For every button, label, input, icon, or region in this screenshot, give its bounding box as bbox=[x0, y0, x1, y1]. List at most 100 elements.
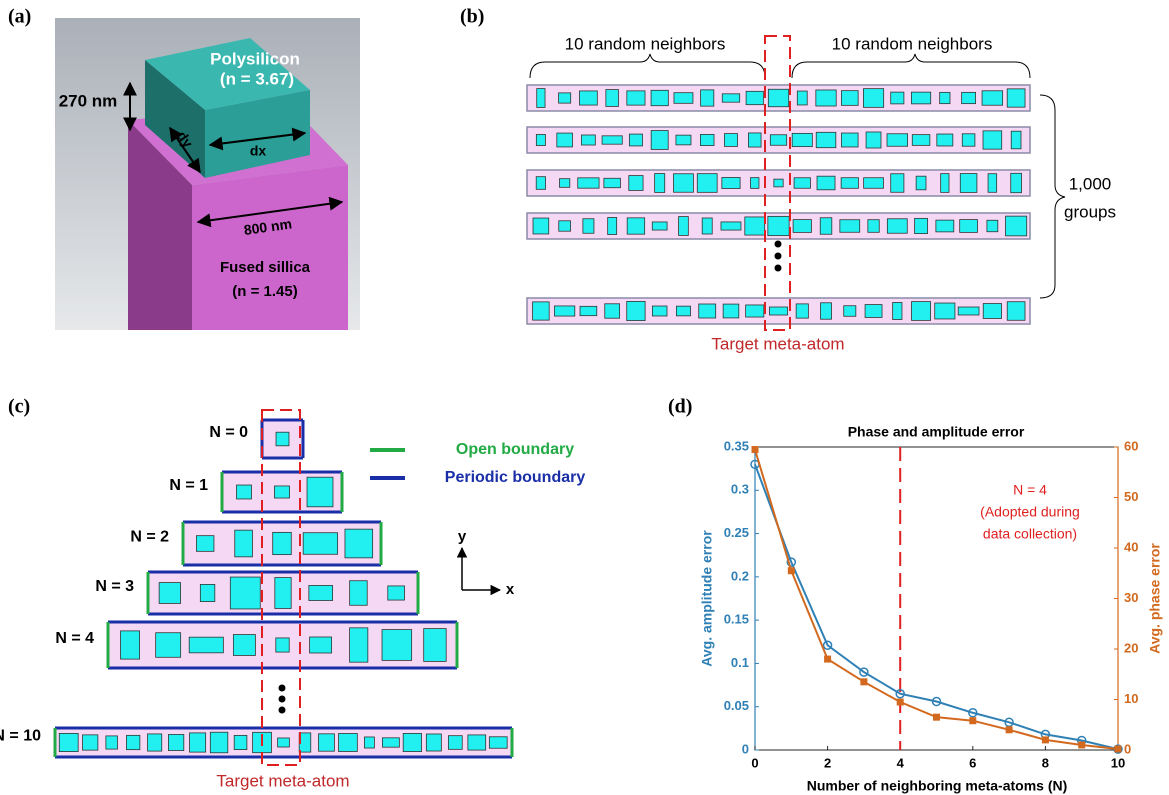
meta-atom bbox=[388, 586, 405, 600]
meta-atom bbox=[559, 93, 571, 103]
meta-atom bbox=[723, 304, 739, 318]
meta-atom bbox=[276, 432, 289, 446]
figure: (a) Polysilicon (n = 3.67) 270 nm dy dx … bbox=[0, 0, 1169, 795]
meta-atom bbox=[891, 174, 904, 193]
marker bbox=[1042, 736, 1049, 743]
meta-atom bbox=[817, 176, 835, 190]
meta-atom bbox=[841, 133, 858, 147]
meta-atom bbox=[987, 220, 998, 231]
meta-atom bbox=[887, 219, 907, 233]
meta-atom bbox=[276, 638, 289, 652]
meta-atom bbox=[148, 734, 162, 751]
meta-atom bbox=[863, 89, 883, 108]
meta-atom bbox=[841, 178, 858, 189]
bracket-label: 10 random neighbors bbox=[565, 34, 726, 53]
meta-atom bbox=[674, 174, 694, 192]
meta-atom bbox=[533, 218, 549, 234]
marker bbox=[969, 717, 976, 724]
y-axis-label: Avg. amplitude error bbox=[699, 530, 715, 667]
meta-atom bbox=[983, 131, 1002, 149]
meta-atom bbox=[604, 178, 621, 187]
meta-atom bbox=[1006, 216, 1027, 236]
meta-atom bbox=[700, 134, 714, 145]
meta-atom bbox=[793, 220, 811, 233]
meta-atom bbox=[746, 91, 763, 104]
x-tick-label: 2 bbox=[824, 755, 831, 770]
meta-atom bbox=[912, 135, 930, 146]
meta-atom bbox=[769, 307, 787, 315]
meta-atom bbox=[816, 132, 836, 147]
meta-atom bbox=[200, 584, 214, 601]
ellipsis-dot bbox=[775, 253, 782, 260]
meta-atom bbox=[274, 486, 289, 498]
meta-atom bbox=[350, 581, 368, 606]
meta-atom bbox=[844, 306, 856, 317]
meta-atom bbox=[797, 91, 807, 105]
meta-atom bbox=[578, 178, 599, 188]
meta-atom bbox=[679, 217, 689, 236]
meta-atom bbox=[273, 532, 292, 554]
meta-atom bbox=[912, 302, 931, 321]
meta-atom bbox=[234, 735, 247, 749]
annotation: (Adopted during bbox=[980, 504, 1080, 520]
meta-atom bbox=[722, 94, 739, 102]
panel-d: (d) Phase and amplitude error Number of … bbox=[668, 396, 1163, 794]
substrate-label: Fused sillica bbox=[220, 259, 311, 276]
meta-atom bbox=[941, 174, 949, 193]
meta-atom bbox=[792, 133, 812, 146]
meta-atom bbox=[962, 92, 976, 103]
meta-atom bbox=[303, 533, 337, 555]
meta-atom bbox=[557, 133, 573, 147]
x-axis-label: Number of neighboring meta-atoms (N) bbox=[807, 778, 1068, 794]
bracket bbox=[530, 54, 765, 78]
meta-atom bbox=[448, 736, 462, 750]
meta-atom bbox=[745, 217, 765, 235]
x-tick-label: 8 bbox=[1042, 755, 1049, 770]
meta-atom bbox=[319, 734, 335, 751]
brace bbox=[1040, 95, 1065, 298]
meta-atom bbox=[559, 179, 569, 188]
meta-atom bbox=[676, 135, 691, 145]
row-label: N = 2 bbox=[130, 529, 169, 546]
panel-label: (a) bbox=[8, 6, 31, 28]
y2-axis-label: Avg. phase error bbox=[1147, 543, 1163, 654]
meta-atom bbox=[651, 131, 668, 150]
meta-atom bbox=[916, 176, 926, 190]
meta-atom bbox=[721, 222, 741, 230]
ellipsis-dot bbox=[279, 696, 286, 703]
meta-atom bbox=[794, 178, 810, 188]
y-tick-label: 0 bbox=[742, 741, 749, 756]
y2-tick-label: 10 bbox=[1124, 691, 1138, 706]
meta-atom bbox=[403, 733, 421, 751]
marker bbox=[897, 699, 904, 706]
meta-atom bbox=[350, 628, 368, 662]
plot-frame bbox=[755, 447, 1118, 750]
meta-atom bbox=[652, 222, 667, 230]
row-label: N = 1 bbox=[169, 477, 208, 494]
marker bbox=[788, 567, 795, 574]
meta-atom bbox=[59, 733, 78, 751]
meta-atom bbox=[583, 219, 594, 234]
y-tick-label: 0.35 bbox=[724, 438, 749, 453]
ellipsis-dot bbox=[775, 265, 782, 272]
meta-atom bbox=[554, 306, 574, 316]
meta-atom bbox=[190, 733, 206, 752]
meta-atom bbox=[768, 216, 789, 235]
meta-atom bbox=[275, 578, 291, 609]
meta-atom bbox=[988, 174, 997, 193]
meta-atom bbox=[960, 220, 978, 233]
meta-atom bbox=[426, 734, 441, 751]
x-tick-label: 0 bbox=[751, 755, 758, 770]
meta-atom bbox=[770, 135, 786, 146]
meta-atom bbox=[159, 583, 180, 604]
ellipsis-dot bbox=[775, 241, 782, 248]
marker bbox=[1006, 726, 1013, 733]
index-label: (n = 3.67) bbox=[220, 69, 294, 88]
row-label: N = 0 bbox=[209, 424, 248, 441]
y-tick-label: 0.2 bbox=[731, 568, 749, 583]
meta-atom bbox=[935, 303, 955, 319]
meta-atom bbox=[1011, 131, 1021, 149]
bracket bbox=[792, 54, 1030, 78]
y2-tick-label: 60 bbox=[1124, 438, 1138, 453]
meta-atom bbox=[233, 635, 255, 656]
